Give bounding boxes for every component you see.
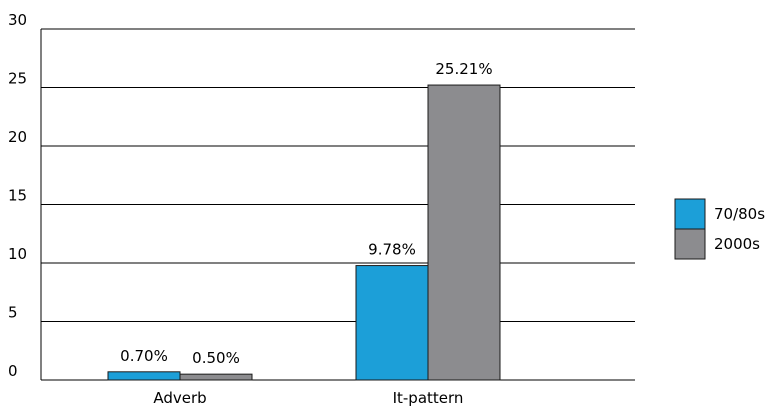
bar (355, 265, 429, 381)
x-axis-categories: Adverb It-pattern (153, 389, 463, 407)
y-tick-label: 30 (8, 11, 27, 29)
y-tick-label: 15 (8, 187, 27, 205)
bar (427, 84, 501, 381)
legend-label: 70/80s (714, 205, 765, 223)
y-tick-label: 25 (8, 70, 27, 88)
y-tick-label: 0 (8, 362, 18, 380)
y-tick-label: 5 (8, 304, 18, 322)
x-category-label: Adverb (153, 389, 206, 407)
data-label: 9.78% (368, 241, 416, 259)
legend: 70/80s 2000s (674, 198, 765, 260)
data-label: 25.21% (435, 60, 492, 78)
bar (179, 373, 253, 381)
data-labels: 0.70% 0.50% 9.78% 25.21% (120, 60, 492, 367)
bars (107, 84, 501, 381)
legend-swatch (674, 198, 706, 230)
data-label: 0.50% (192, 349, 240, 367)
legend-label: 2000s (714, 235, 760, 253)
y-tick-label: 10 (8, 245, 27, 263)
y-axis-ticks: 0 5 10 15 20 25 30 (8, 11, 27, 380)
x-category-label: It-pattern (393, 389, 464, 407)
bar (107, 371, 181, 381)
y-tick-label: 20 (8, 128, 27, 146)
gridlines (41, 28, 635, 381)
legend-swatch (674, 228, 706, 260)
data-label: 0.70% (120, 347, 168, 365)
